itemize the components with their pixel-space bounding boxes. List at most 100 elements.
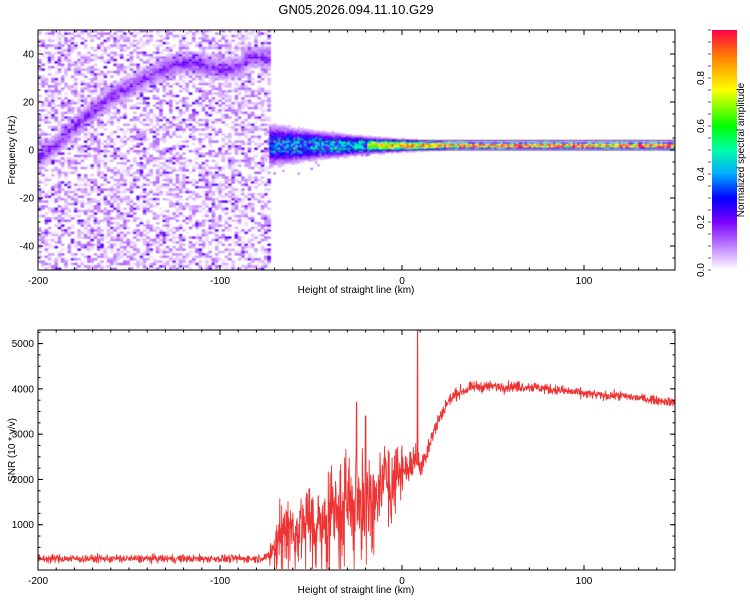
spectrogram-cell <box>54 265 58 268</box>
spectrogram-cell <box>244 214 248 218</box>
spectrogram-cell <box>129 61 134 64</box>
spectrogram-cell <box>123 37 127 40</box>
spectrogram-cell <box>54 262 58 266</box>
spectrogram-cell <box>241 248 245 251</box>
spectrogram-cell <box>44 92 49 95</box>
spectrogram-cell <box>341 138 344 141</box>
spectrogram-cell <box>301 156 305 158</box>
spectrogram-cell <box>113 200 117 203</box>
spectrogram-cell <box>260 73 265 76</box>
spectrogram-cell <box>273 123 277 126</box>
spectrogram-cell <box>38 94 42 98</box>
spectrogram-cell <box>83 44 88 47</box>
spectrogram-cell <box>97 142 101 146</box>
spectrogram-cell <box>185 126 189 129</box>
spectrogram-cell <box>162 183 167 186</box>
spectrogram-cell <box>41 255 45 258</box>
spectrogram-cell <box>297 145 301 147</box>
spectrogram-cell <box>123 207 127 210</box>
spectrogram-cell <box>267 140 271 143</box>
spectrogram-cell <box>113 154 117 158</box>
spectrogram-cell <box>74 166 78 170</box>
spectrogram-cell <box>286 154 290 156</box>
spectrogram-cell <box>70 123 75 126</box>
spectrogram-cell <box>133 229 137 232</box>
spectrogram-cell <box>234 267 239 270</box>
spectrogram-cell <box>106 246 111 249</box>
spectrogram-cell <box>149 169 153 172</box>
spectrogram-cell <box>165 73 170 76</box>
spectrogram-cell <box>257 85 262 88</box>
spectrogram-cell <box>152 126 157 129</box>
spectrogram-cell <box>211 154 216 158</box>
spectrogram-cell <box>159 138 163 141</box>
spectrogram-cell <box>129 54 134 57</box>
spectrogram-cell <box>165 37 170 40</box>
spectrogram-cell <box>269 151 272 154</box>
spectrogram-cell <box>172 68 176 71</box>
spectrogram-cell <box>175 207 180 210</box>
spectrogram-cell <box>100 265 104 268</box>
spectrogram-cell <box>365 152 368 155</box>
spectrogram-cell <box>83 102 88 105</box>
spectrogram-cell <box>116 116 121 119</box>
spectrogram-cell <box>74 70 78 74</box>
spectrogram-cell <box>237 42 242 45</box>
spectrogram-cell <box>228 250 232 254</box>
spectrogram-cell <box>142 250 147 254</box>
spectrogram-cell <box>201 49 206 52</box>
spectrogram-cell <box>195 186 199 189</box>
spectrogram-cell <box>211 75 216 78</box>
spectrogram-cell <box>136 162 140 165</box>
spectrogram-cell <box>201 181 206 184</box>
spectrogram-cell <box>301 157 305 160</box>
spectrogram-cell <box>146 39 150 42</box>
spectrogram-cell <box>136 78 140 81</box>
spectrogram-cell <box>41 238 45 242</box>
spectrogram-cell <box>205 92 209 95</box>
spectrogram-cell <box>250 135 255 138</box>
spectrogram-cell <box>237 258 242 261</box>
spectrogram-cell <box>218 258 222 261</box>
spectrogram-cell <box>165 58 170 62</box>
spectrogram-cell <box>195 97 199 100</box>
spectrogram-cell <box>341 155 344 158</box>
spectrogram-cell <box>214 130 219 134</box>
spectrogram-cell <box>155 214 160 218</box>
spectrogram-cell <box>247 157 252 160</box>
spectrogram-cell <box>185 49 189 52</box>
spectrogram-cell <box>275 156 279 159</box>
spectrogram-cell <box>282 156 285 159</box>
spectrogram-cell <box>218 104 222 107</box>
spectrogram-cell <box>165 49 170 52</box>
spectrogram-cell <box>90 46 94 50</box>
spectrogram-cell <box>38 229 42 232</box>
spectrogram-cell <box>139 174 144 177</box>
spectrogram-cell <box>336 137 340 140</box>
spectrogram-cell <box>188 267 193 270</box>
spectrogram-cell <box>80 90 85 93</box>
spectrogram-cell <box>267 217 271 220</box>
spectrogram-cell <box>93 116 98 119</box>
spectrogram-cell <box>208 63 212 66</box>
spectrogram-cell <box>345 146 349 149</box>
spectrogram-cell <box>165 171 170 174</box>
spectrogram-cell <box>188 262 193 266</box>
spectrogram-cell <box>231 186 235 189</box>
spectrogram-cell <box>319 151 322 154</box>
spectrogram-cell <box>221 234 226 237</box>
spectrogram-cell <box>103 39 108 42</box>
spectrogram-cell <box>110 34 114 38</box>
spectrogram-cell <box>269 137 272 140</box>
spectrogram-cell <box>264 39 268 42</box>
spectrogram-cell <box>310 137 314 140</box>
spectrogram-cell <box>172 37 176 40</box>
spectrogram-cell <box>139 150 144 153</box>
spectrogram-cell <box>51 145 55 148</box>
spectrogram-cell <box>162 37 167 40</box>
spectrogram-cell <box>47 126 52 129</box>
spectrogram-cell <box>267 222 271 225</box>
spectrogram-cell <box>301 146 305 148</box>
spectrogram-cell <box>70 138 75 141</box>
spectrogram-cell <box>113 94 117 98</box>
